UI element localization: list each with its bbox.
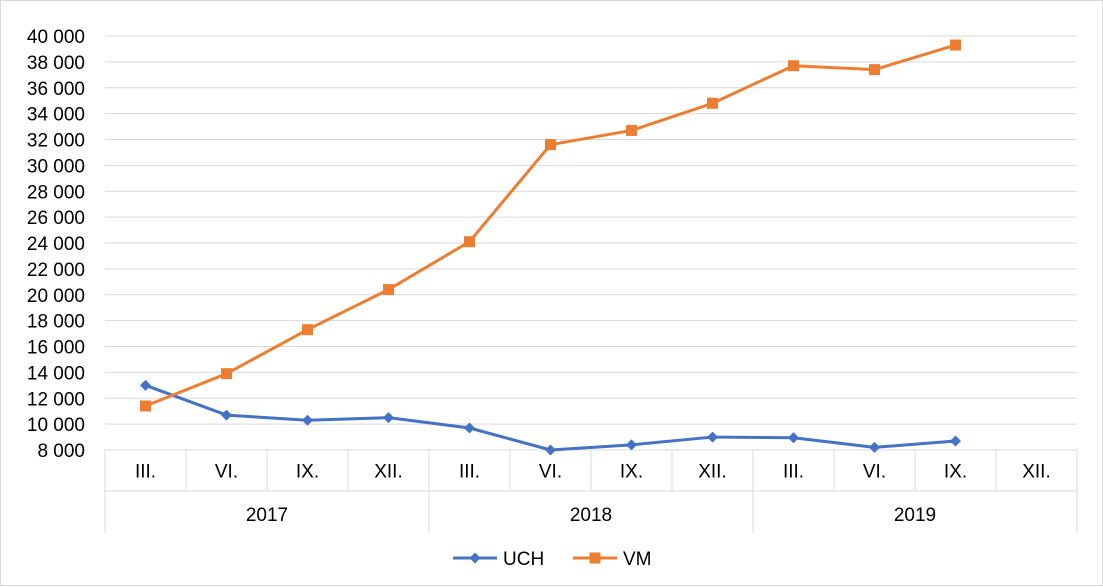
data-point-uch [626,439,637,451]
data-point-uch [302,414,313,426]
y-tick-label: 30 000 [27,156,85,177]
data-point-uch [869,441,880,453]
x-tick-label: IX. [296,462,319,483]
series-plot [140,39,961,456]
data-point-uch [464,422,475,434]
y-tick-label: 36 000 [27,79,85,100]
y-tick-label: 18 000 [27,312,85,333]
series-line-vm [144,43,957,408]
y-tick-label: 16 000 [27,338,85,359]
x-tick-label: III. [135,462,156,483]
y-tick-label: 34 000 [27,105,85,126]
data-point-vm [626,124,637,136]
x-tick-label: XII. [698,462,727,483]
x-tick-label: VI. [539,462,562,483]
legend-label-vm: VM [623,549,652,570]
data-point-vm [221,368,232,380]
gridlines [105,35,1077,451]
y-tick-label: 12 000 [27,389,85,410]
data-point-vm [383,284,394,296]
data-point-vm [707,97,718,109]
x-tick-label: XII. [1022,462,1051,483]
legend-marker-uch [469,552,481,564]
y-tick-label: 26 000 [27,208,85,229]
data-point-uch [950,435,961,447]
legend: UCH VM [453,549,652,570]
x-tick-label: IX. [620,462,643,483]
x-tick-label: III. [783,462,804,483]
data-point-vm [788,60,799,72]
y-axis-ticks: 8 000 10 000 12 000 14 000 16 000 18 000 20 00… [27,27,85,462]
data-point-uch [221,409,232,421]
y-tick-label: 38 000 [27,53,85,74]
data-point-vm [950,39,961,51]
data-point-uch [707,431,718,443]
y-tick-label: 32 000 [27,131,85,152]
year-group-label: 2017 [246,505,288,526]
data-point-vm [545,139,556,151]
data-point-vm [464,236,475,248]
x-tick-label: XII. [374,462,403,483]
data-point-uch [788,432,799,444]
x-tick-label: IX. [944,462,967,483]
legend-marker-vm [589,552,601,564]
y-tick-label: 14 000 [27,363,85,384]
data-point-vm [140,400,151,412]
x-tick-label: III. [459,462,480,483]
data-point-uch [545,444,556,456]
y-tick-label: 22 000 [27,260,85,281]
y-tick-label: 40 000 [27,27,85,48]
y-tick-label: 28 000 [27,182,85,203]
series-line-uch [144,383,957,452]
y-tick-label: 8 000 [37,441,85,462]
legend-label-uch: UCH [503,549,544,570]
year-group-label: 2018 [570,505,612,526]
x-tick-label: VI. [215,462,238,483]
category-axis: III. VI. IX. XII. III. VI. IX. XII. III. VI. IX. XI… [104,449,1078,533]
year-group-label: 2019 [894,505,936,526]
y-tick-label: 10 000 [27,415,85,436]
x-tick-label: VI. [863,462,886,483]
data-point-vm [302,324,313,336]
data-point-vm [869,64,880,76]
data-point-uch [140,379,151,391]
y-tick-label: 24 000 [27,234,85,255]
data-point-uch [383,412,394,424]
y-tick-label: 20 000 [27,286,85,307]
